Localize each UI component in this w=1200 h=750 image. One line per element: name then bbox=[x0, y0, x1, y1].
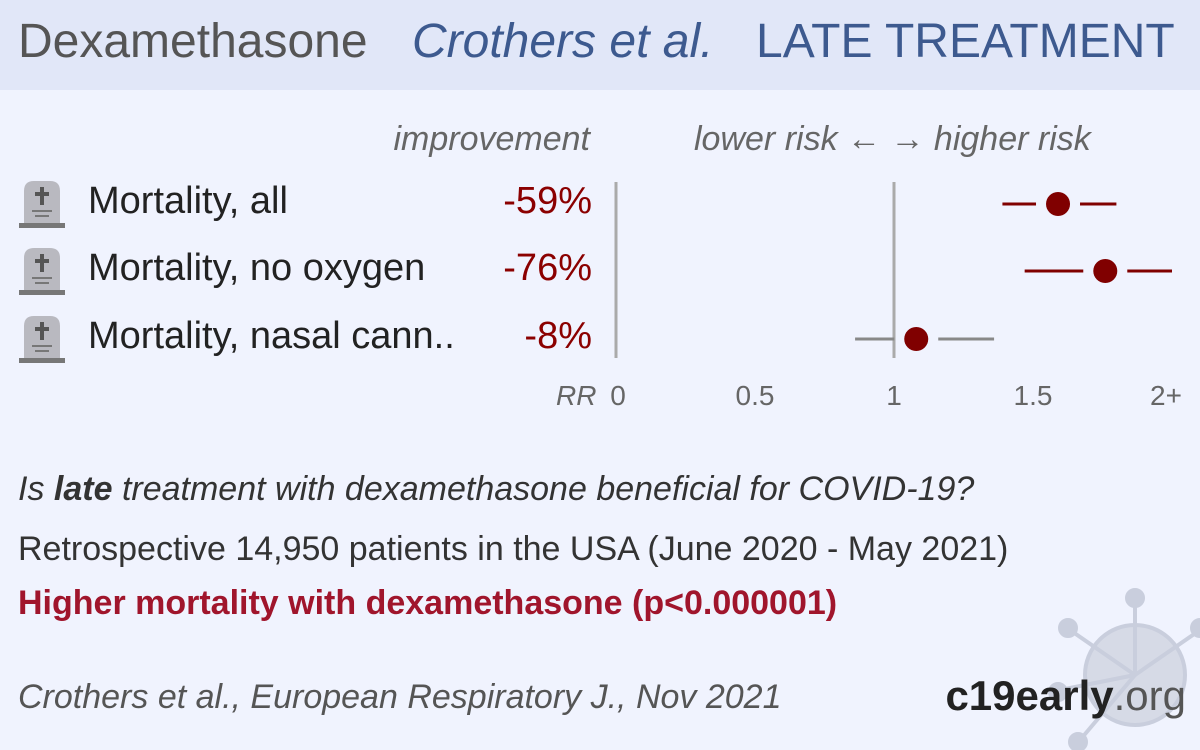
question-pre: Is bbox=[18, 470, 54, 508]
stage-title: LATE TREATMENT bbox=[756, 15, 1175, 68]
tombstone-icon bbox=[19, 316, 65, 363]
x-tick-label: 2+ bbox=[1150, 380, 1182, 411]
x-tick-label: 0 bbox=[610, 380, 626, 411]
row-improvement: -59% bbox=[503, 180, 592, 222]
question-bold: late bbox=[53, 470, 113, 508]
x-tick-label: 1.5 bbox=[1013, 380, 1053, 411]
question-post: treatment with dexamethasone beneficial … bbox=[112, 470, 975, 508]
tombstone-icon bbox=[19, 248, 65, 295]
x-tick-label: 0.5 bbox=[735, 380, 775, 411]
x-tick-label: 1 bbox=[886, 380, 902, 411]
rr-point bbox=[904, 327, 929, 351]
study-title: Crothers et al. bbox=[412, 15, 714, 68]
row-improvement: -8% bbox=[524, 315, 592, 357]
improvement-header: improvement bbox=[393, 120, 590, 158]
rr-point bbox=[1093, 259, 1118, 283]
row-improvement: -76% bbox=[503, 247, 592, 289]
row-label: Mortality, nasal cann.. bbox=[88, 315, 455, 357]
citation: Crothers et al., European Respiratory J.… bbox=[18, 678, 782, 716]
axis-label: RR bbox=[556, 380, 597, 411]
tombstone-icon bbox=[19, 181, 65, 228]
row-label: Mortality, no oxygen bbox=[88, 247, 426, 289]
conclusion: Higher mortality with dexamethasone (p<0… bbox=[18, 584, 838, 622]
brand-light: .org bbox=[1113, 672, 1186, 719]
question: Is late treatment with dexamethasone ben… bbox=[18, 470, 974, 509]
brand-logo[interactable]: c19early.org bbox=[945, 672, 1186, 720]
header: Dexamethasone Crothers et al. LATE TREAT… bbox=[0, 0, 1200, 90]
risk-direction-header: lower risk ← → higher risk bbox=[694, 120, 1091, 158]
brand-bold: c19early bbox=[945, 672, 1114, 719]
study-design: Retrospective 14,950 patients in the USA… bbox=[18, 530, 1009, 568]
virus-icon bbox=[1048, 588, 1200, 750]
row-label: Mortality, all bbox=[88, 180, 288, 222]
drug-title: Dexamethasone bbox=[18, 15, 368, 68]
rr-point bbox=[1046, 192, 1071, 216]
